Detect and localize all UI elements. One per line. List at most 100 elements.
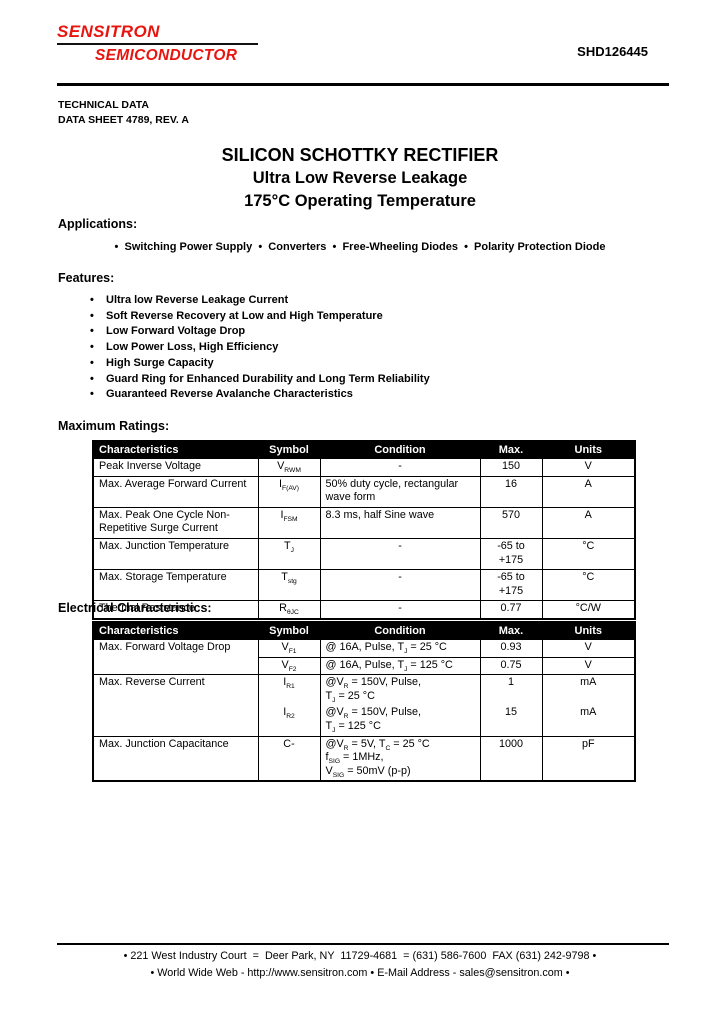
header-rule — [57, 83, 669, 86]
logo-underline — [57, 43, 258, 45]
table-cell: C- — [257, 735, 321, 782]
feature-text: High Surge Capacity — [106, 356, 214, 369]
logo-sensitron: SENSITRON — [57, 22, 160, 41]
table-cell: A — [541, 506, 636, 539]
table-cell: TJ — [257, 537, 321, 571]
table-header-row: Characteristics Symbol Condition Max. Units — [92, 440, 636, 459]
table-cell: -65 to +175 — [479, 569, 543, 602]
table-row: Max. Junction Capacitance C- @VR = 5V, TC … — [92, 735, 636, 782]
footer: • 221 West Industry Court = Deer Park, N… — [0, 948, 720, 982]
page-subtitle-1: Ultra Low Reverse Leakage — [252, 169, 468, 187]
table-cell: V — [541, 656, 636, 676]
table-row: Max. Junction Temperature TJ - -65 to +175 °… — [92, 537, 636, 571]
table-cell: 0.77 — [479, 600, 543, 620]
table-cell: °C — [541, 537, 636, 571]
bullet-icon: • — [90, 388, 94, 401]
column-header: Max. — [479, 621, 543, 640]
table-cell: 1000 — [479, 735, 543, 782]
table-cell: IR1 — [257, 674, 321, 706]
features-list: • Ultra low Reverse Leakage Current • Soft … — [90, 293, 430, 403]
table-cell: @ 16A, Pulse, TJ = 25 °C — [319, 639, 481, 658]
table-cell: V — [541, 639, 636, 658]
characteristic-cell: Max. Average Forward Current — [92, 475, 259, 508]
table-cell: 1 — [479, 674, 543, 706]
table-cell: IR2 — [257, 705, 321, 737]
feature-text: Soft Reverse Recovery at Low and High Te… — [106, 309, 383, 322]
logo: SENSITRON SEMICONDUCTOR — [57, 22, 258, 65]
bullet-icon: • — [90, 325, 94, 338]
page-subtitle-2: 175°C Operating Temperature — [244, 192, 476, 210]
table-cell: °C — [541, 569, 636, 602]
table-cell: @VR = 150V, Pulse, TJ = 125 °C — [319, 705, 481, 737]
table-cell: pF — [541, 735, 636, 782]
table-row: Peak Inverse Voltage VRWM -150 V — [92, 458, 636, 477]
column-header: Units — [541, 440, 636, 459]
feature-text: Guard Ring for Enhanced Durability and L… — [106, 372, 430, 385]
bullet-icon: • — [90, 372, 94, 385]
features-heading: Features: — [58, 271, 115, 285]
table-header-row: Characteristics Symbol Condition Max. Units — [92, 621, 636, 640]
table-cell: @VR = 150V, Pulse, TJ = 25 °C — [319, 674, 481, 706]
table-cell: VF1 — [257, 639, 321, 658]
bullet-icon: • — [90, 309, 94, 322]
characteristic-cell: Max. Reverse Current — [92, 674, 259, 737]
table-row: Max. Average Forward Current IF(AV) 50% du… — [92, 475, 636, 508]
feature-text: Low Power Loss, High Efficiency — [106, 341, 279, 354]
logo-semiconductor: SEMICONDUCTOR — [95, 47, 238, 64]
table-cell: 16 — [479, 475, 543, 508]
column-header: Condition — [319, 440, 481, 459]
characteristic-cell: Max. Peak One Cycle Non-Repetitive Surge… — [92, 506, 259, 539]
table-cell: A — [541, 475, 636, 508]
characteristic-cell: Max. Storage Temperature — [92, 569, 259, 602]
feature-item: • Low Power Loss, High Efficiency — [90, 340, 430, 356]
table-cell: 570 — [479, 506, 543, 539]
part-number: SHD126445 — [577, 44, 648, 59]
characteristic-cell: Thermal Resistance — [92, 600, 259, 620]
column-header: Units — [541, 621, 636, 640]
feature-item: • Guard Ring for Enhanced Durability and … — [90, 372, 430, 388]
bullet-icon: • — [90, 356, 94, 369]
table-row: Max. Reverse Current IR1 @VR = 150V, Pulse… — [92, 674, 636, 737]
applications-list: • Switching Power Supply • Converters • … — [114, 241, 606, 253]
table-cell: 150 — [479, 458, 543, 477]
maximum-ratings-heading: Maximum Ratings: — [58, 419, 170, 433]
table-cell: -65 to +175 — [479, 537, 543, 571]
feature-item: • Guaranteed Reverse Avalanche Characteri… — [90, 387, 430, 403]
column-header: Characteristics — [92, 440, 259, 459]
doc-type: TECHNICAL DATA — [58, 99, 149, 111]
characteristic-cell: Max. Junction Capacitance — [92, 735, 259, 782]
applications-heading: Applications: — [58, 217, 138, 231]
bullet-icon: • — [90, 294, 94, 306]
column-header: Max. — [479, 440, 543, 459]
table-cell: - — [319, 537, 481, 571]
table-cell: V — [541, 458, 636, 477]
electrical-characteristics-table: Characteristics Symbol Condition Max. Units M… — [92, 621, 636, 783]
page-title: SILICON SCHOTTKY RECTIFIER — [221, 145, 499, 165]
table-cell: mA — [541, 705, 636, 737]
table-cell: @VR = 5V, TC = 25 °C fSIG = 1MHz, VSIG = 5… — [319, 735, 481, 782]
table-cell: 0.93 — [479, 639, 543, 658]
electrical-characteristics-heading: Electrical Characteristics: — [58, 601, 212, 615]
feature-item: • High Surge Capacity — [90, 356, 430, 372]
table-cell: IF(AV) — [257, 475, 321, 508]
table-cell: - — [319, 569, 481, 602]
bullet-icon: • — [90, 341, 94, 354]
table-cell: 50% duty cycle, rectangular wave form — [319, 475, 481, 508]
doc-sheet-rev: DATA SHEET 4789, REV. A — [58, 113, 189, 126]
doc-info: TECHNICAL DATA DATA SHEET 4789, REV. A — [58, 98, 189, 127]
table-cell: 15 — [479, 705, 543, 737]
table-cell: IFSM — [257, 506, 321, 539]
table-cell: - — [319, 600, 481, 620]
feature-item: • Low Forward Voltage Drop — [90, 324, 430, 340]
column-header: Condition — [319, 621, 481, 640]
maximum-ratings-table: Characteristics Symbol Condition Max. Units P… — [92, 440, 636, 620]
table-cell: 0.75 — [479, 656, 543, 676]
table-cell: VRWM — [257, 458, 321, 477]
table-cell: Tstg — [257, 569, 321, 602]
table-row: Max. Storage Temperature Tstg - -65 to +175… — [92, 569, 636, 602]
column-header: Symbol — [257, 440, 321, 459]
footer-web-line: • World Wide Web - http://www.sensitron.… — [150, 966, 570, 979]
table-cell: mA — [541, 674, 636, 706]
table-cell: @ 16A, Pulse, TJ = 125 °C — [319, 656, 481, 676]
feature-text: Low Forward Voltage Drop — [106, 325, 246, 338]
